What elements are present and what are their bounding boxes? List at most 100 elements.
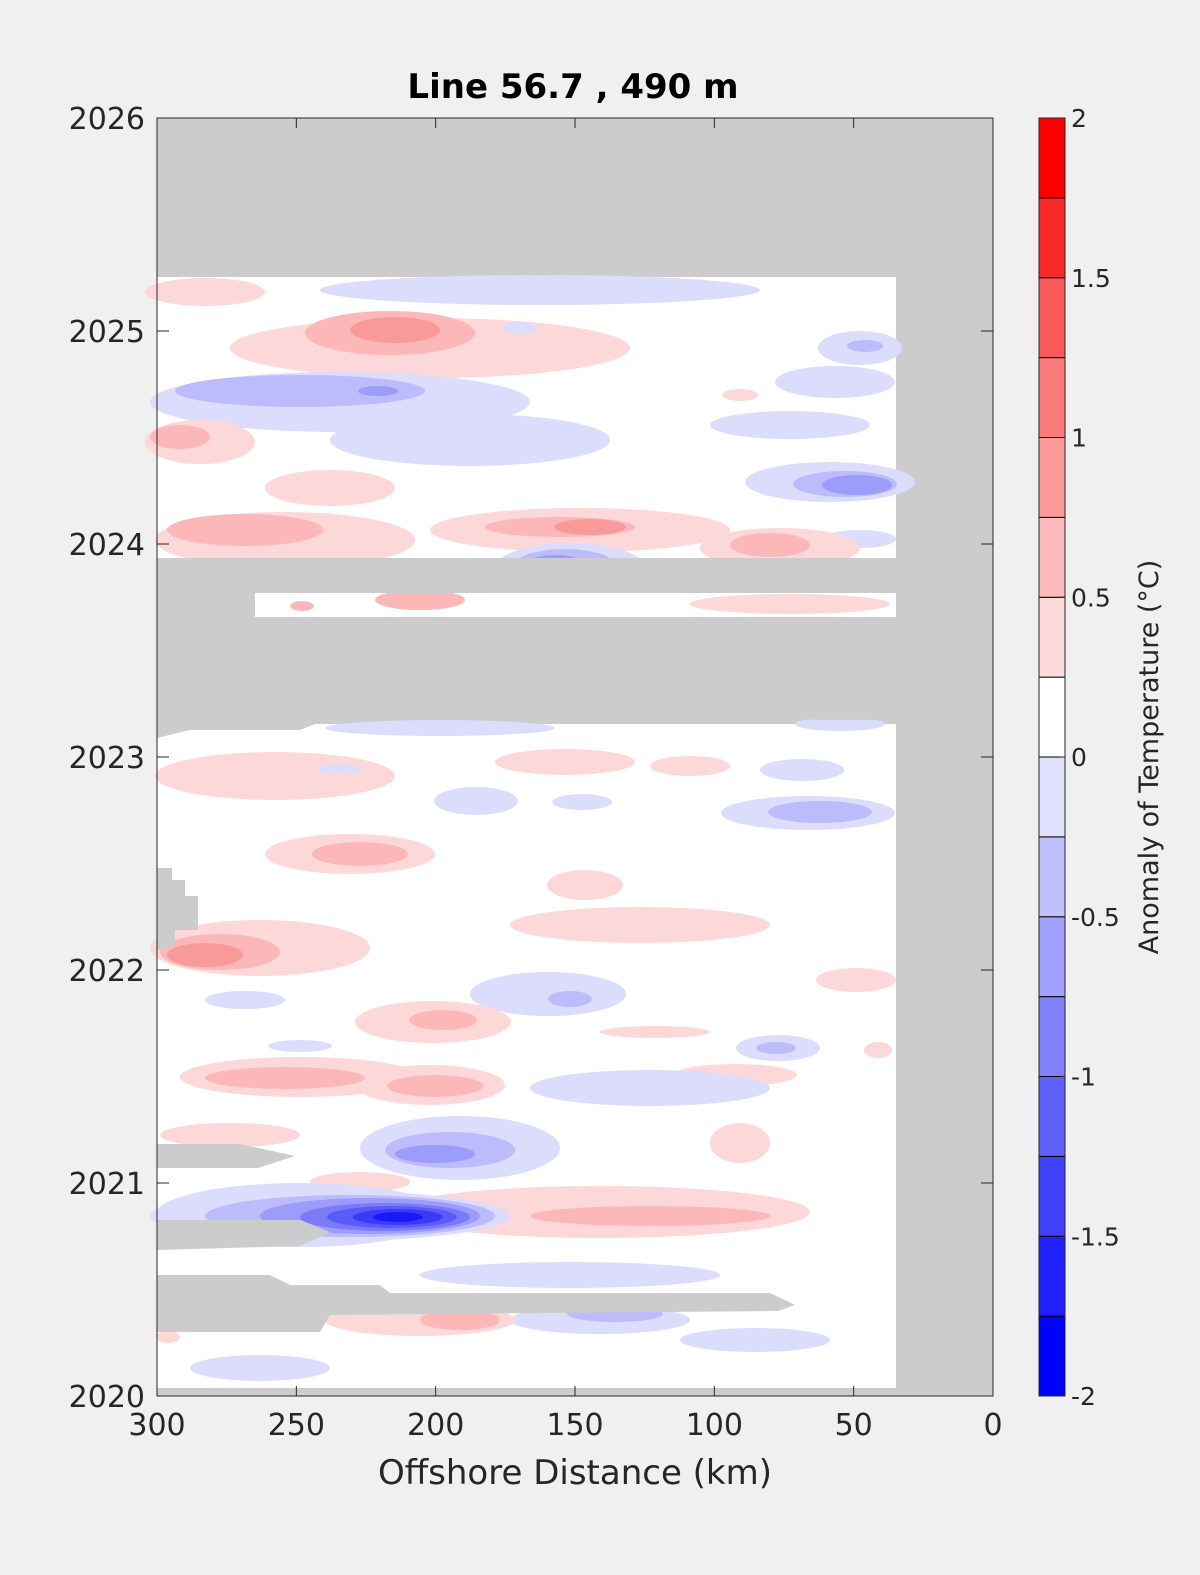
anomaly-cool xyxy=(205,991,285,1009)
colorbar-band xyxy=(1038,357,1066,438)
anomaly-cool xyxy=(470,972,626,1016)
y-tick-label: 2025 xyxy=(69,315,145,350)
colorbar-tick-label: -1 xyxy=(1071,1063,1096,1092)
colorbar-band xyxy=(1038,197,1066,279)
anomaly-cool xyxy=(330,414,610,466)
colorbar-band xyxy=(1038,676,1066,758)
x-tick-label: 300 xyxy=(128,1408,185,1443)
anomaly-cool xyxy=(395,1145,475,1163)
anomaly-warm xyxy=(816,968,896,992)
colorbar-label: Anomaly of Temperature (°C) xyxy=(1134,560,1165,955)
anomaly-warm xyxy=(160,1123,300,1147)
colorbar-tick-label: -1.5 xyxy=(1071,1222,1120,1251)
chart-title: Line 56.7 , 490 m xyxy=(407,67,738,107)
anomaly-warm xyxy=(420,1310,500,1330)
anomaly-cool xyxy=(795,717,885,731)
anomaly-cool xyxy=(325,720,555,736)
anomaly-warm xyxy=(650,756,730,776)
anomaly-cool xyxy=(756,1042,796,1054)
colorbar-tick-label: -0.5 xyxy=(1071,903,1120,932)
anomaly-field xyxy=(145,275,915,1381)
anomaly-warm xyxy=(265,470,395,506)
anomaly-warm xyxy=(690,594,890,614)
anomaly-cool xyxy=(552,794,612,810)
colorbar-band xyxy=(1038,996,1066,1077)
y-tick-label: 2021 xyxy=(69,1167,145,1202)
y-tick-label: 2022 xyxy=(69,954,145,989)
colorbar-band xyxy=(1038,916,1066,998)
anomaly-warm xyxy=(155,752,395,800)
anomaly-cool xyxy=(530,1070,770,1106)
anomaly-warm xyxy=(510,907,770,943)
no-data-gap xyxy=(157,558,896,617)
y-axis-ticks: 2020 2021 2022 2023 2024 2025 2026 xyxy=(69,102,993,1415)
no-data-gap xyxy=(157,1388,896,1396)
anomaly-warm xyxy=(710,1123,770,1163)
anomaly-warm xyxy=(156,1331,180,1343)
x-tick-label: 100 xyxy=(686,1408,743,1443)
anomaly-warm xyxy=(547,870,623,900)
colorbar-band xyxy=(1038,1315,1066,1397)
x-tick-label: 0 xyxy=(983,1408,1002,1443)
anomaly-warm xyxy=(150,425,210,449)
colorbar-ticks: 2 1.5 1 0.5 0 -0.5 -1 -1.5 -2 xyxy=(1060,104,1120,1411)
x-tick-label: 250 xyxy=(268,1408,325,1443)
no-data-gaps xyxy=(157,558,896,1396)
colorbar-band xyxy=(1038,516,1066,598)
x-axis: 300 250 200 150 100 50 0 Offshore Distance (km… xyxy=(128,118,1003,1493)
colorbar: 2 1.5 1 0.5 0 -0.5 -1 -1.5 -2 Anomaly of Tempera… xyxy=(1038,104,1165,1411)
anomaly-cool xyxy=(320,275,760,305)
y-axis: 2020 2021 2022 2023 2024 2025 2026 xyxy=(69,102,993,1415)
anomaly-cool xyxy=(358,386,398,396)
anomaly-cool xyxy=(768,801,872,823)
x-tick-label: 50 xyxy=(835,1408,873,1443)
y-tick-label: 2020 xyxy=(69,1380,145,1415)
anomaly-warm xyxy=(530,1206,770,1226)
colorbar-tick-label: 0.5 xyxy=(1071,583,1111,612)
no-data-gap xyxy=(157,868,198,950)
anomaly-cool xyxy=(847,340,883,352)
colorbar-band xyxy=(1038,836,1066,918)
anomaly-cool xyxy=(822,475,892,495)
y-tick-label: 2026 xyxy=(69,102,145,137)
anomaly-cool xyxy=(502,322,538,334)
colorbar-band xyxy=(1038,117,1066,199)
x-axis-ticks: 300 250 200 150 100 50 0 xyxy=(128,118,1003,1443)
anomaly-warm xyxy=(730,533,810,557)
colorbar-tick-label: 1.5 xyxy=(1071,264,1111,293)
anomaly-warm xyxy=(167,943,243,967)
anomaly-warm xyxy=(864,1042,892,1058)
y-tick-label: 2023 xyxy=(69,741,145,776)
no-data-gap xyxy=(157,1275,795,1332)
colorbar-tick-label: 0 xyxy=(1071,743,1087,772)
anomaly-cool xyxy=(175,375,425,407)
x-axis-label: Offshore Distance (km) xyxy=(378,1453,772,1493)
anomaly-cool xyxy=(268,1040,332,1052)
plot-area xyxy=(145,117,994,1397)
anomaly-warm xyxy=(600,1026,710,1038)
colorbar-band xyxy=(1038,437,1066,518)
anomaly-cool xyxy=(373,1212,423,1222)
colorbar-band xyxy=(1038,1235,1066,1317)
anomaly-cool xyxy=(680,1328,830,1352)
anomaly-warm xyxy=(495,749,635,775)
colorbar-band xyxy=(1038,1076,1066,1157)
anomaly-warm xyxy=(409,1010,477,1030)
anomaly-cool xyxy=(434,787,518,815)
anomaly-cool xyxy=(760,759,844,781)
no-data-gap xyxy=(157,1144,295,1168)
colorbar-band xyxy=(1038,1155,1066,1237)
anomaly-cool xyxy=(190,1355,330,1381)
anomaly-cool xyxy=(420,1262,720,1288)
y-tick-label: 2024 xyxy=(69,528,145,563)
anomaly-warm xyxy=(387,1075,483,1097)
colorbar-tick-label: 1 xyxy=(1071,424,1087,453)
colorbar-band xyxy=(1038,277,1066,359)
anomaly-cool xyxy=(548,991,592,1007)
colorbar-band xyxy=(1038,596,1066,678)
anomaly-warm xyxy=(145,278,265,306)
colorbar-tick-label: 2 xyxy=(1071,104,1087,133)
x-tick-label: 200 xyxy=(407,1408,464,1443)
anomaly-warm xyxy=(167,514,323,546)
